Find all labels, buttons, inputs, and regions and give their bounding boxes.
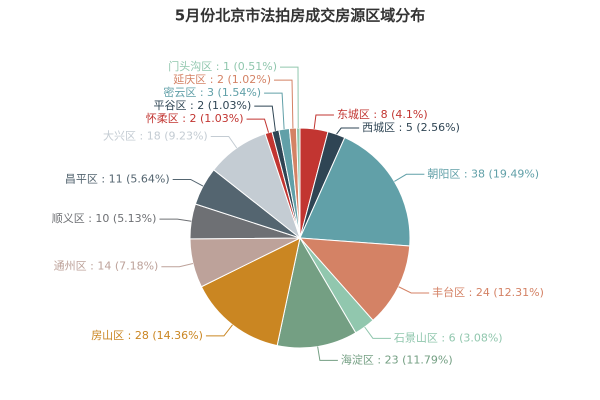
slice-label: 延庆区 : 2 (1.02%) [173, 72, 271, 86]
value-label: : 38 (19.49%) [460, 167, 539, 180]
category-name: 延庆区 [173, 72, 206, 86]
slice-label: 平谷区 : 2 (1.03%) [154, 99, 252, 112]
slice-label: 昌平区 : 11 (5.64%) [65, 172, 170, 185]
category-name: 顺义区 [52, 212, 85, 225]
slice-label: 通州区 : 14 (7.18%) [54, 260, 159, 273]
leader-line [159, 218, 192, 222]
value-label: : 3 (1.54%) [196, 86, 261, 99]
value-label: : 2 (1.03%) [179, 112, 244, 125]
pie-slice [298, 237, 411, 322]
leader-line [205, 324, 233, 337]
category-name: 密云区 [163, 85, 196, 99]
leader-line [274, 79, 294, 129]
category-name: 东城区 [337, 108, 370, 121]
category-name: 朝阳区 [427, 167, 460, 180]
slice-label: 海淀区 : 23 (11.79%) [341, 352, 453, 366]
slice-label: 石景山区 : 6 (3.08%) [394, 331, 503, 344]
leader-line [172, 178, 204, 187]
slice-label: 房山区 : 28 (14.36%) [91, 329, 203, 342]
value-label: : 18 (9.23%) [136, 130, 208, 143]
category-name: 怀柔区 [146, 112, 179, 125]
pie-slice [299, 136, 411, 247]
chart-title: 5月份北京市法拍房成交房源区域分布 [175, 7, 425, 25]
value-label: : 5 (2.56%) [395, 121, 460, 134]
category-name: 房山区 [91, 329, 124, 342]
leader-line [246, 118, 270, 133]
value-label: : 6 (3.08%) [438, 331, 503, 344]
pie-slice [200, 237, 301, 347]
slice-label: 怀柔区 : 2 (1.03%) [146, 112, 244, 125]
leader-line [313, 114, 334, 129]
value-label: : 2 (1.02%) [206, 73, 271, 86]
leader-line [398, 286, 430, 294]
slice-label: 门头沟区 : 1 (0.51%) [168, 59, 277, 73]
slice-label: 密云区 : 3 (1.54%) [163, 85, 261, 99]
value-label: : 14 (7.18%) [87, 260, 159, 273]
leader-line [161, 262, 194, 268]
category-name: 西城区 [362, 121, 395, 134]
category-name: 石景山区 [394, 331, 438, 344]
category-name: 丰台区 [432, 285, 465, 299]
value-label: : 1 (0.51%) [212, 60, 277, 73]
value-label: : 10 (5.13%) [85, 212, 157, 225]
value-label: : 28 (14.36%) [124, 329, 203, 342]
value-label: : 24 (12.31%) [465, 286, 544, 299]
leader-line [394, 173, 425, 182]
category-name: 通州区 [54, 260, 87, 273]
leader-line [364, 326, 391, 339]
category-name: 门头沟区 [168, 59, 212, 73]
category-name: 平谷区 [154, 99, 187, 112]
leader-line [264, 92, 285, 130]
leader-line [336, 127, 360, 135]
leader-line [210, 136, 238, 149]
slice-label: 东城区 : 8 (4.1%) [337, 108, 428, 121]
slice-label: 西城区 : 5 (2.56%) [362, 121, 460, 134]
value-label: : 8 (4.1%) [370, 108, 428, 121]
leader-line [317, 346, 338, 361]
slice-label: 朝阳区 : 38 (19.49%) [427, 167, 539, 180]
leader-line [280, 66, 299, 129]
value-label: : 23 (11.79%) [374, 353, 453, 366]
slice-label: 顺义区 : 10 (5.13%) [52, 212, 157, 225]
category-name: 大兴区 [103, 129, 136, 143]
value-label: : 2 (1.03%) [187, 99, 252, 112]
category-name: 海淀区 [341, 352, 374, 366]
slice-label: 丰台区 : 24 (12.31%) [432, 285, 544, 299]
value-label: : 11 (5.64%) [98, 172, 170, 185]
leader-line [254, 105, 276, 131]
slice-label: 大兴区 : 18 (9.23%) [103, 129, 208, 143]
category-name: 昌平区 [65, 172, 98, 185]
